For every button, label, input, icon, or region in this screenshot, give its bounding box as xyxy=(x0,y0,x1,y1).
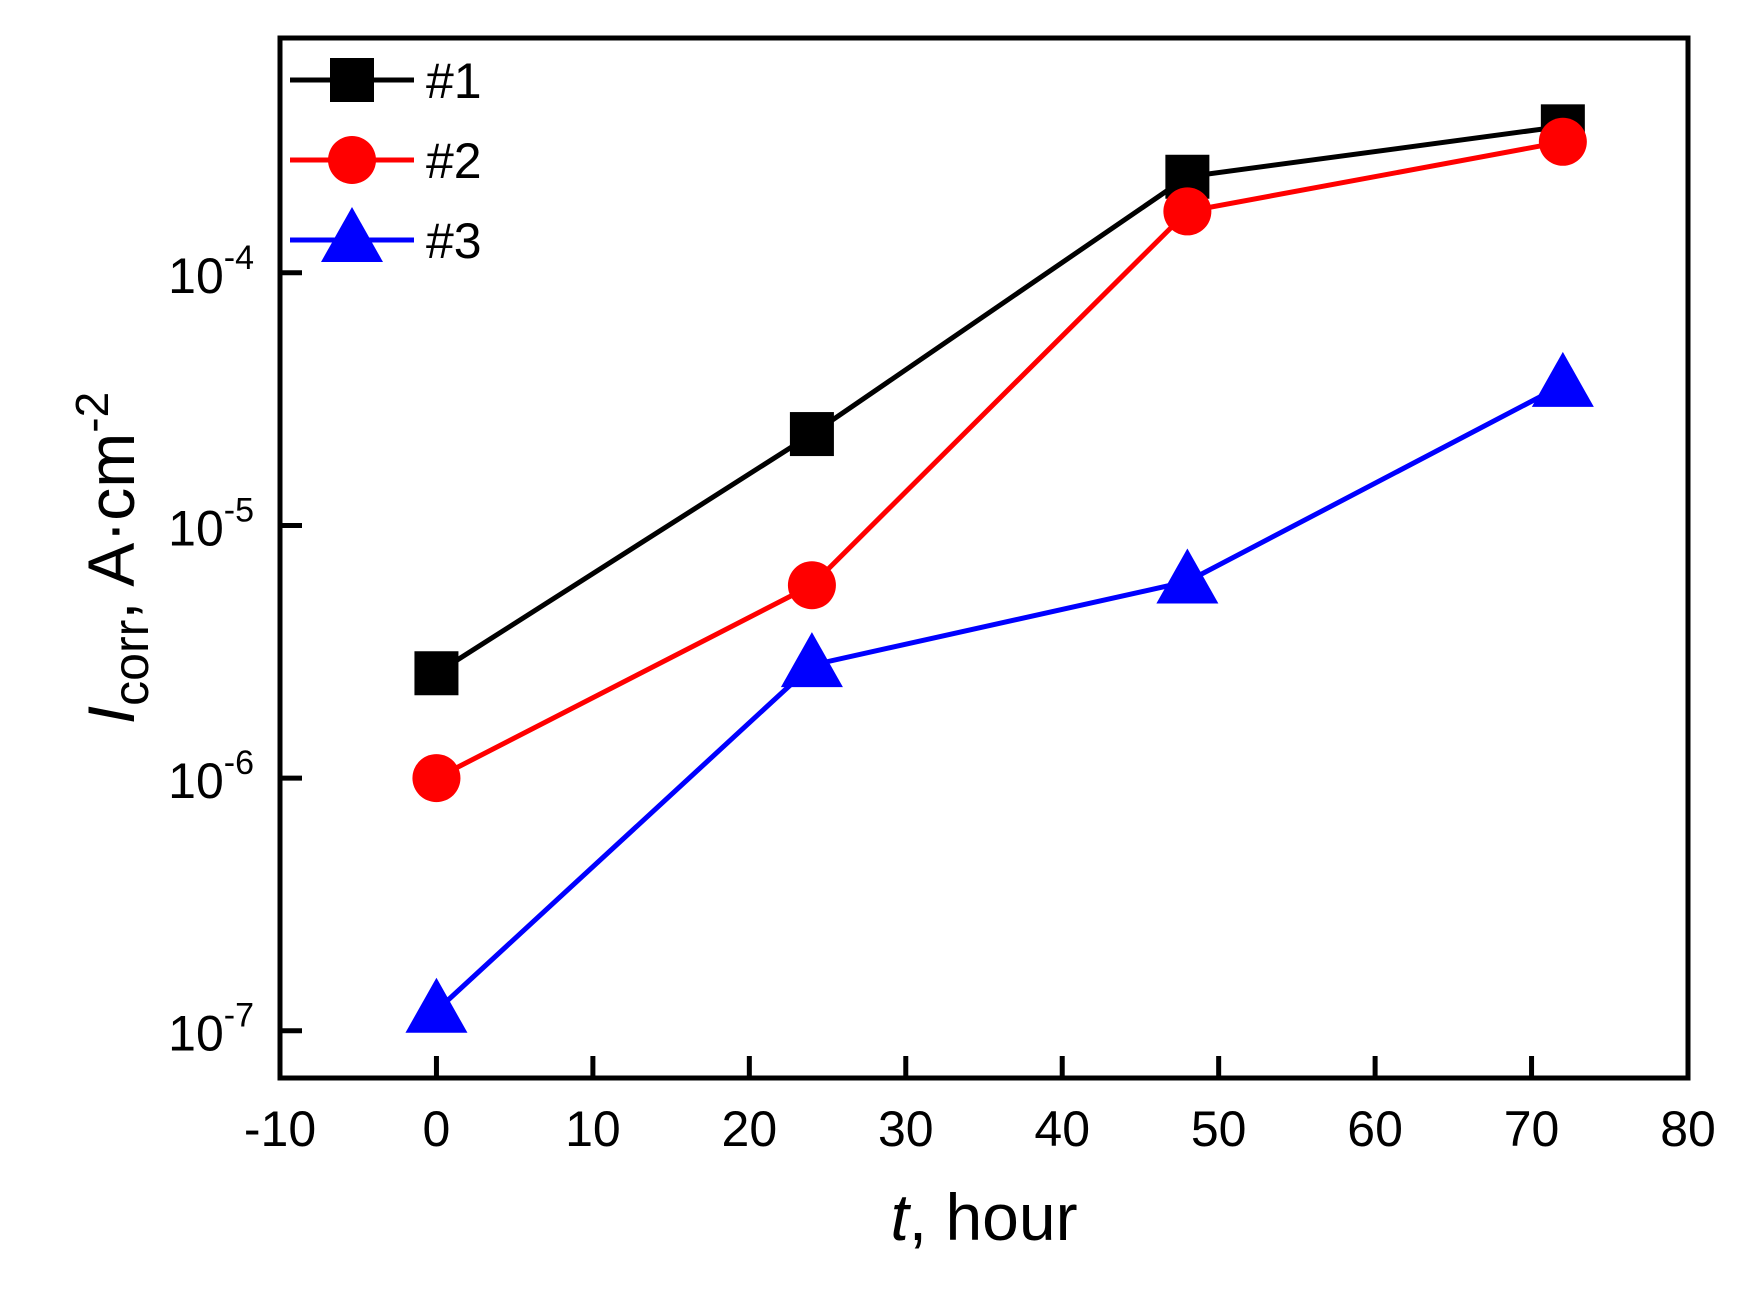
data-point xyxy=(1538,117,1587,166)
legend-marker xyxy=(321,207,383,262)
legend-item: #3 xyxy=(290,207,482,269)
legend-label: #3 xyxy=(426,213,482,269)
series-2 xyxy=(412,117,1587,803)
plot-frame xyxy=(277,35,1691,1081)
y-axis-title-sup: -2 xyxy=(66,392,118,433)
data-point xyxy=(412,754,461,803)
data-point xyxy=(405,977,468,1033)
data-point xyxy=(787,561,836,610)
y-axis-title-sub: corr xyxy=(103,620,159,706)
x-tick-label: 20 xyxy=(722,1101,778,1157)
x-tick-label: 40 xyxy=(1034,1101,1090,1157)
data-point xyxy=(1163,187,1212,236)
legend: #1 #2 #3 xyxy=(290,53,482,269)
legend-item: #1 xyxy=(290,53,482,109)
legend-marker xyxy=(328,136,376,184)
legend-label: #2 xyxy=(426,133,482,189)
data-point xyxy=(414,651,459,696)
x-tick-label: 80 xyxy=(1660,1101,1716,1157)
y-tick-label: 10-6 xyxy=(168,744,254,809)
data-point xyxy=(789,412,834,457)
series-line xyxy=(435,139,1564,781)
x-axis-title-var: t xyxy=(890,1180,911,1254)
series-3 xyxy=(405,351,1594,1033)
y-tick-label: 10-4 xyxy=(168,239,254,304)
x-tick-label: 60 xyxy=(1347,1101,1403,1157)
x-axis-title-unit: , hour xyxy=(909,1180,1078,1254)
series-line xyxy=(434,382,1565,1013)
x-tick-label: 70 xyxy=(1504,1101,1560,1157)
data-point xyxy=(780,632,843,688)
data-point xyxy=(1531,351,1594,407)
legend-label: #1 xyxy=(426,53,482,109)
data-point xyxy=(1156,548,1219,604)
y-axis-title: Icorr, A·cm-2 xyxy=(66,392,159,724)
y-tick-label: 10-5 xyxy=(168,491,254,556)
x-tick-label: 50 xyxy=(1191,1101,1247,1157)
x-tick-label: 30 xyxy=(878,1101,934,1157)
x-tick-label: 0 xyxy=(423,1101,451,1157)
axes-layer: -10 0 10 20 30 40 50 60 70 80 10-7 10-6 10-5 10-4 xyxy=(168,239,1716,1157)
legend-marker xyxy=(330,58,374,102)
x-tick-label: 10 xyxy=(565,1101,621,1157)
y-axis-title-var: I xyxy=(74,706,148,724)
x-axis-title: t, hour xyxy=(890,1180,1077,1254)
series-layer xyxy=(405,104,1594,1033)
legend-item: #2 xyxy=(290,133,482,189)
y-tick-label: 10-7 xyxy=(168,997,254,1062)
x-tick-label: -10 xyxy=(244,1101,316,1157)
y-axis-title-unit: , A·cm xyxy=(74,433,148,620)
series-line xyxy=(435,123,1564,676)
